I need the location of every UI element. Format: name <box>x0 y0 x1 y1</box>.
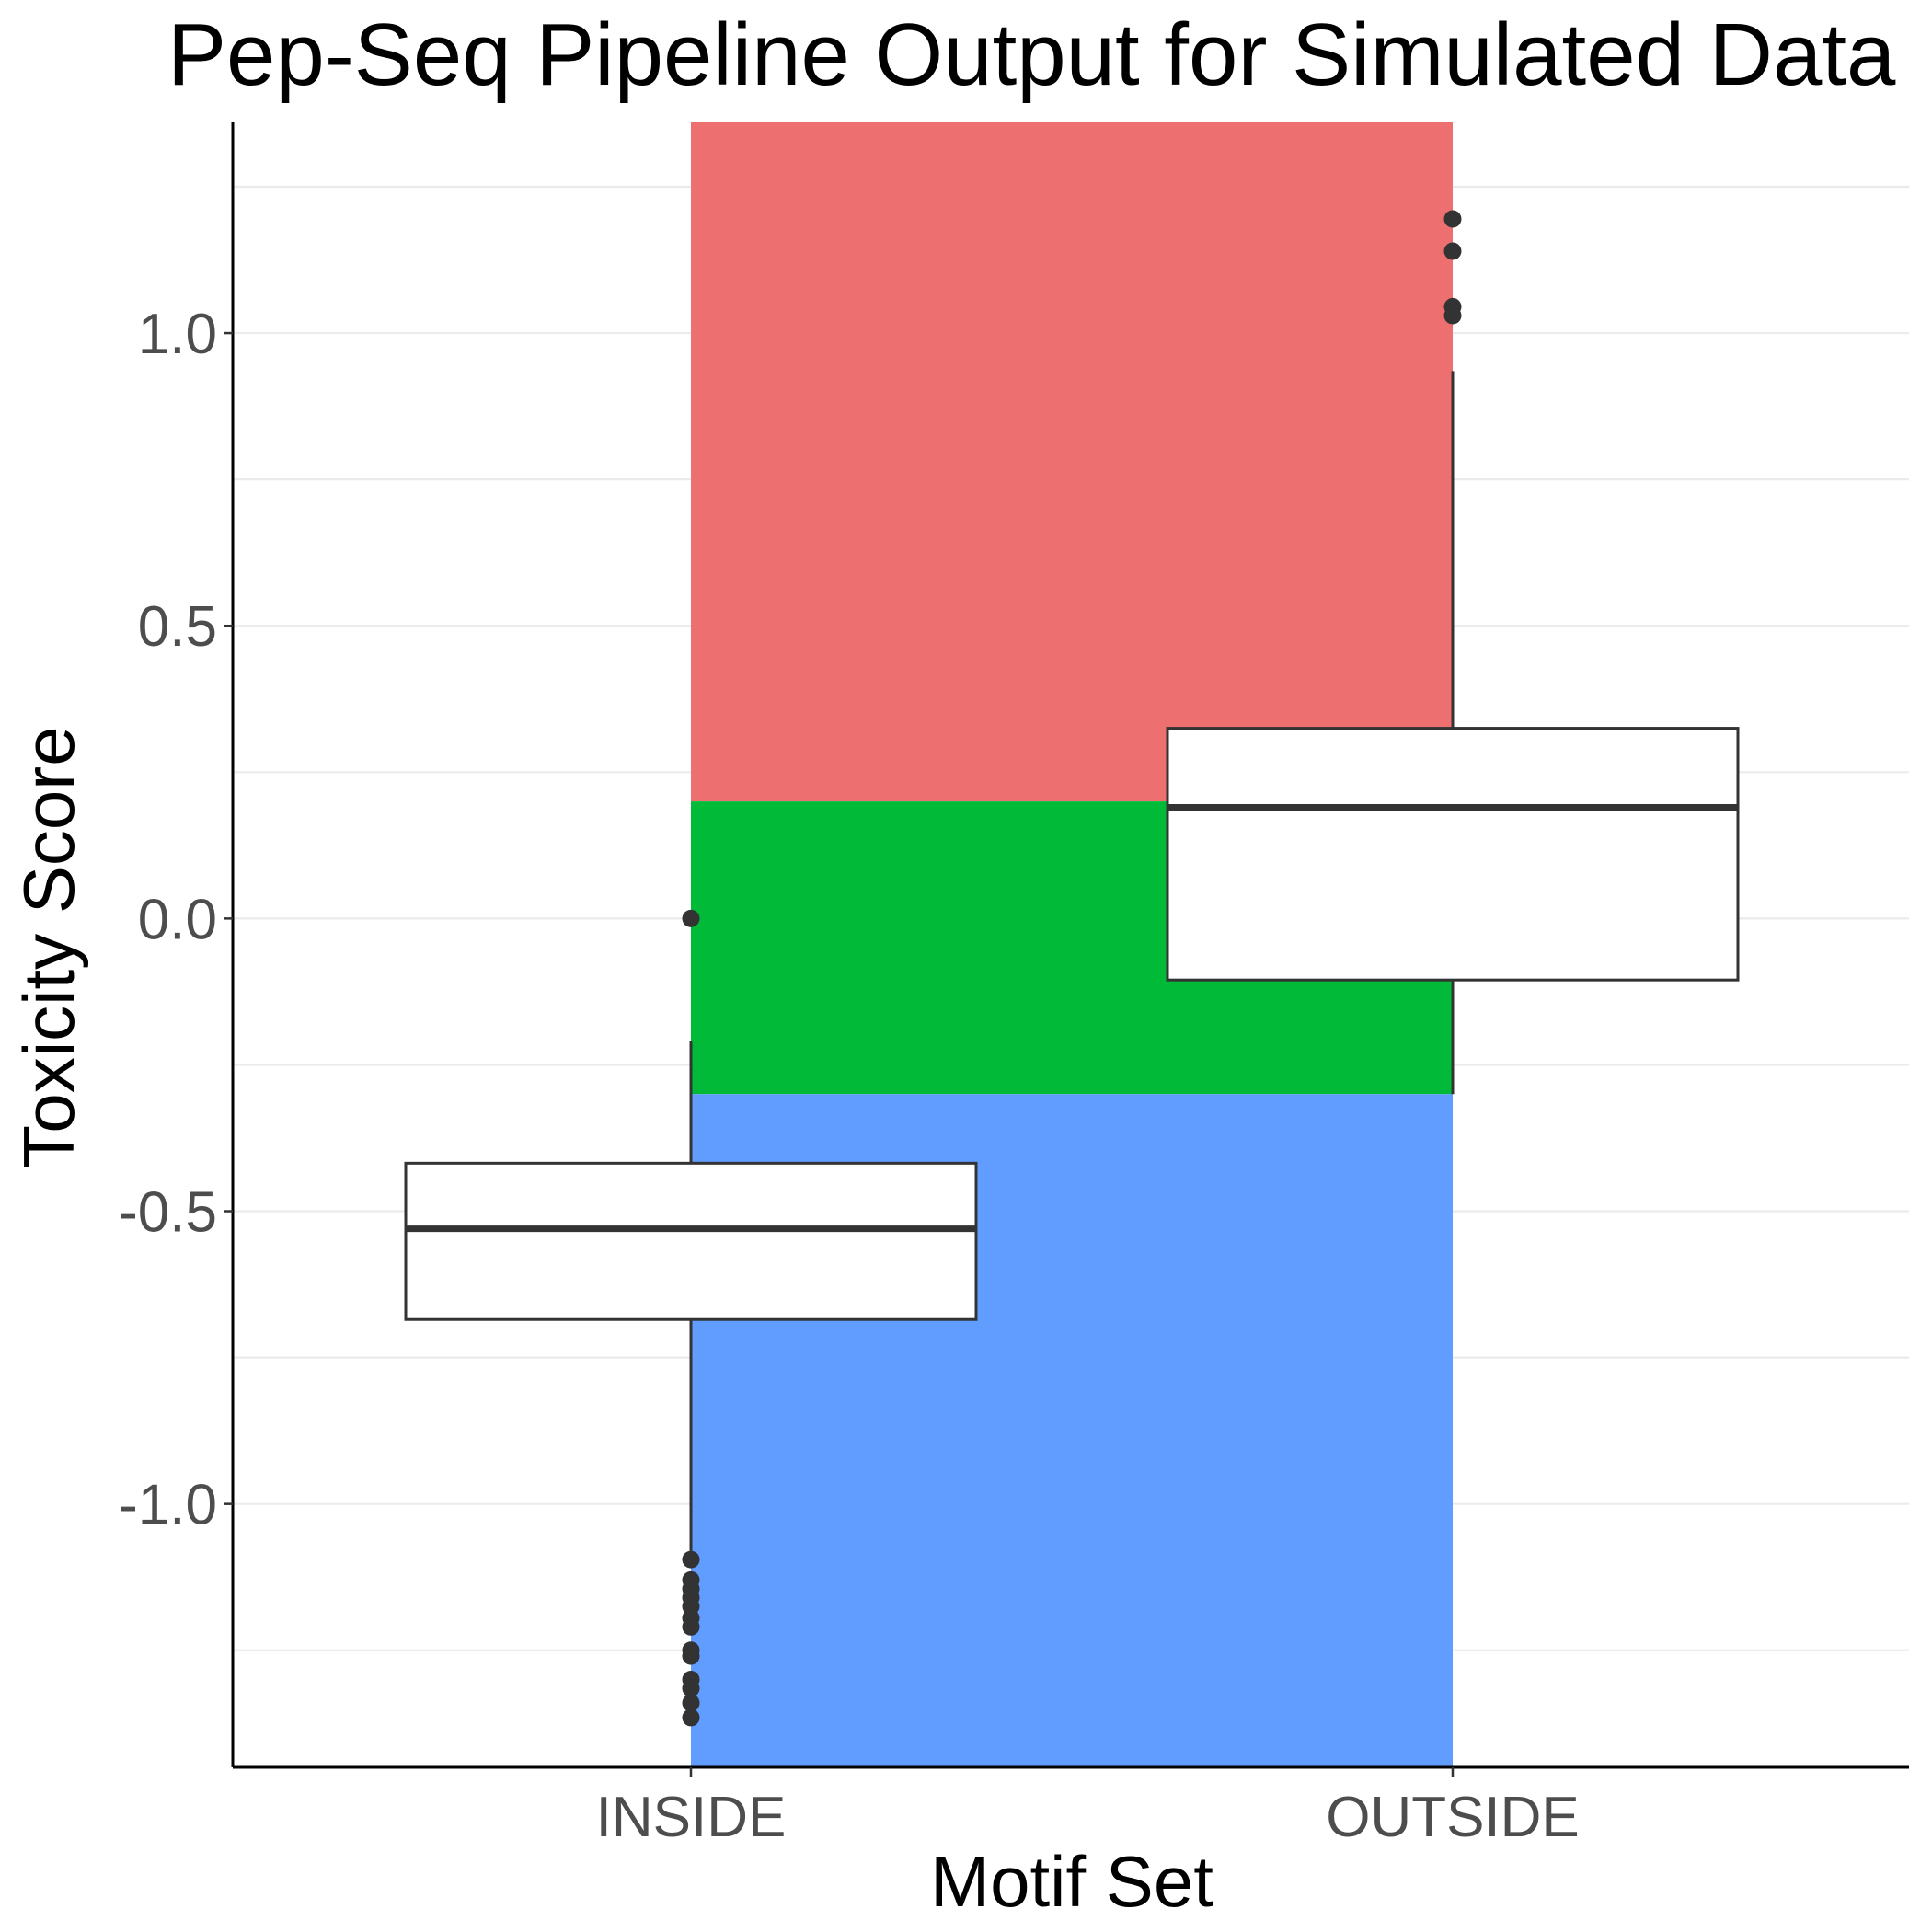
chart-title: Pep-Seq Pipeline Output for Simulated Da… <box>167 6 1896 104</box>
outlier-point <box>682 909 700 927</box>
axes <box>231 122 1909 1769</box>
outlier-point <box>682 1694 700 1712</box>
y-tick-label: 0.5 <box>138 595 217 659</box>
outlier-point <box>1443 242 1462 260</box>
y-tick-label: 0.0 <box>138 888 217 951</box>
box <box>1166 727 1740 982</box>
outlier-point <box>682 1708 700 1727</box>
x-axis-title: Motif Set <box>930 1841 1213 1922</box>
outlier-point <box>1443 306 1462 325</box>
x-tick-label: INSIDE <box>596 1786 787 1849</box>
outlier-point <box>1443 210 1462 228</box>
x-axis-ticks: INSIDE OUTSIDE <box>596 1767 1580 1849</box>
y-tick-label: -0.5 <box>119 1181 217 1245</box>
x-tick-label: OUTSIDE <box>1326 1786 1580 1849</box>
y-tick-label: 1.0 <box>138 303 217 366</box>
outlier-point <box>682 1647 700 1665</box>
y-axis-title: Toxicity Score <box>8 726 89 1168</box>
outlier-point <box>682 1679 700 1697</box>
background-band <box>691 122 1453 802</box>
y-tick-label: -1.0 <box>119 1474 217 1537</box>
outlier-point <box>682 1550 700 1569</box>
box <box>404 1161 978 1321</box>
boxplots <box>404 210 1740 1727</box>
y-axis-ticks: -1.0 -0.5 0.0 0.5 1.0 <box>119 303 233 1537</box>
outlier-point <box>682 1617 700 1636</box>
